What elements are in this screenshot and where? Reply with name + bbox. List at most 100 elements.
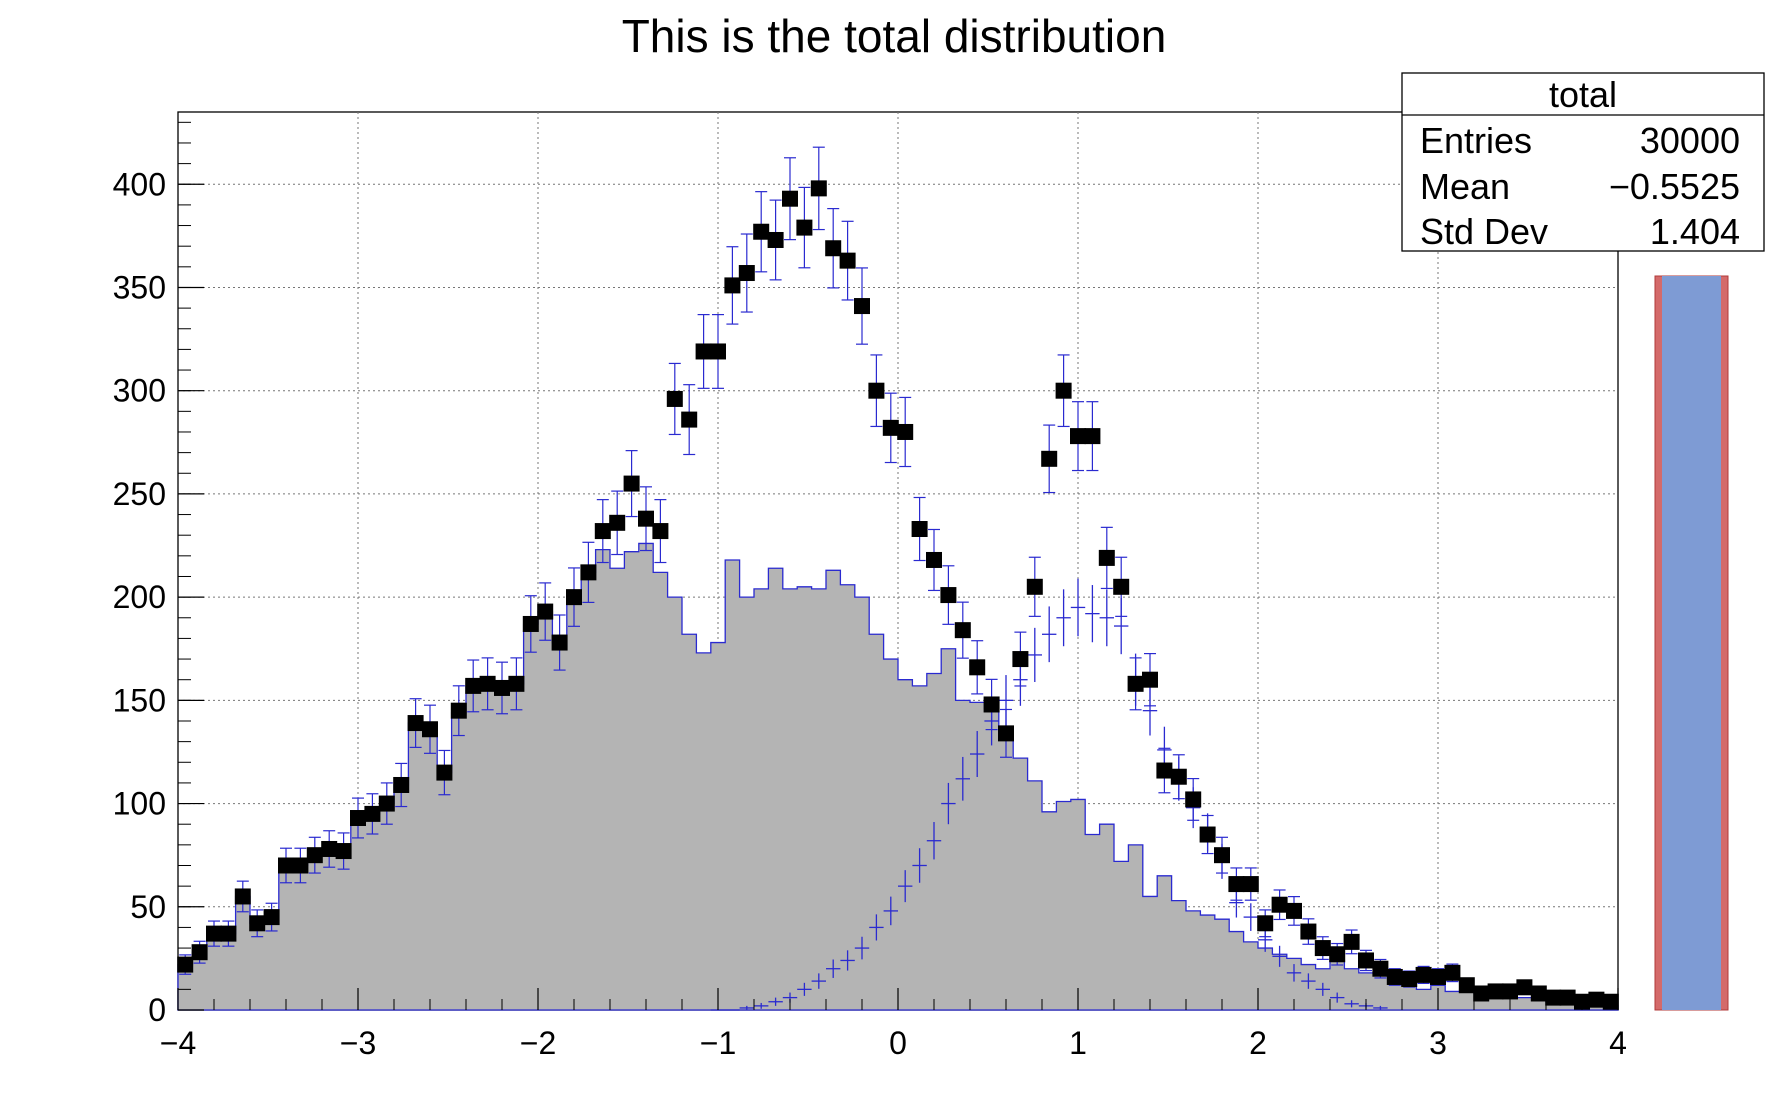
square-marker bbox=[1170, 754, 1187, 800]
x-tick-label: 0 bbox=[889, 1025, 907, 1061]
x-tick-label: 4 bbox=[1609, 1025, 1627, 1061]
square-marker bbox=[969, 640, 986, 695]
cross-marker bbox=[854, 936, 870, 960]
cross-marker bbox=[1042, 606, 1057, 663]
square-marker bbox=[1199, 814, 1216, 855]
square-marker bbox=[724, 246, 741, 325]
y-tick-label: 150 bbox=[113, 682, 166, 718]
square-marker bbox=[1156, 747, 1173, 794]
y-tick-label: 300 bbox=[113, 373, 166, 409]
square-marker bbox=[1242, 867, 1259, 901]
y-tick-label: 50 bbox=[130, 889, 166, 925]
x-tick-label: 1 bbox=[1069, 1025, 1087, 1061]
square-marker bbox=[1185, 777, 1202, 821]
square-marker bbox=[1343, 929, 1360, 955]
stats-label-entries: Entries bbox=[1420, 120, 1532, 161]
square-marker bbox=[1372, 958, 1389, 979]
square-marker bbox=[1127, 657, 1144, 711]
cross-marker bbox=[970, 731, 985, 778]
square-marker bbox=[1271, 889, 1288, 921]
cross-marker bbox=[898, 870, 913, 903]
square-marker bbox=[868, 354, 885, 428]
x-tick-label: −3 bbox=[340, 1025, 376, 1061]
cross-marker bbox=[811, 973, 826, 989]
square-marker bbox=[1113, 556, 1130, 617]
square-marker bbox=[1487, 983, 1504, 1000]
square-marker bbox=[263, 902, 280, 932]
x-tick-label: −2 bbox=[520, 1025, 556, 1061]
cross-marker bbox=[1373, 1005, 1388, 1010]
square-marker bbox=[1530, 985, 1547, 1002]
square-marker bbox=[249, 909, 266, 938]
cross-marker bbox=[1330, 992, 1345, 1003]
square-marker bbox=[393, 762, 410, 808]
square-marker bbox=[839, 220, 856, 301]
stats-label-stddev: Std Dev bbox=[1420, 211, 1548, 252]
square-marker bbox=[1415, 965, 1432, 985]
cross-marker bbox=[926, 822, 942, 860]
square-marker bbox=[1358, 949, 1374, 972]
square-marker bbox=[551, 614, 568, 671]
square-marker bbox=[1214, 836, 1230, 874]
cross-marker bbox=[768, 997, 783, 1006]
square-marker bbox=[1444, 963, 1461, 983]
y-tick-label: 0 bbox=[148, 992, 166, 1028]
square-marker bbox=[652, 499, 669, 564]
cross-marker bbox=[797, 982, 812, 996]
square-marker bbox=[1559, 989, 1576, 1006]
square-marker bbox=[1516, 979, 1533, 996]
square-marker bbox=[638, 486, 654, 552]
square-marker bbox=[623, 450, 640, 518]
y-tick-label: 250 bbox=[113, 476, 166, 512]
square-marker bbox=[537, 582, 554, 641]
stats-label-mean: Mean bbox=[1420, 166, 1510, 207]
square-marker bbox=[825, 207, 842, 289]
square-marker bbox=[983, 678, 1000, 731]
square-marker bbox=[1314, 936, 1331, 960]
square-marker bbox=[566, 567, 582, 627]
square-marker bbox=[335, 832, 352, 870]
square-marker bbox=[465, 659, 482, 713]
square-marker bbox=[710, 313, 726, 389]
square-marker bbox=[854, 267, 870, 345]
stats-value-mean: −0.5525 bbox=[1609, 166, 1740, 207]
square-marker bbox=[1228, 867, 1245, 901]
square-marker bbox=[364, 793, 381, 835]
square-marker bbox=[666, 362, 683, 436]
square-marker bbox=[350, 797, 366, 839]
square-marker bbox=[234, 880, 251, 913]
cross-marker bbox=[955, 756, 970, 801]
cross-marker bbox=[1085, 585, 1100, 643]
cross-marker bbox=[1070, 578, 1086, 637]
square-marker bbox=[911, 496, 928, 562]
square-marker bbox=[753, 191, 770, 273]
square-marker bbox=[926, 528, 942, 592]
cross-marker bbox=[1243, 903, 1258, 931]
x-tick-label: 2 bbox=[1249, 1025, 1267, 1061]
square-marker bbox=[1300, 918, 1317, 945]
square-marker bbox=[522, 595, 539, 653]
chart-title: This is the total distribution bbox=[622, 10, 1167, 62]
square-marker bbox=[695, 313, 712, 389]
cross-marker bbox=[754, 1002, 769, 1009]
x-tick-label: 3 bbox=[1429, 1025, 1447, 1061]
square-marker bbox=[321, 830, 338, 868]
square-marker bbox=[1458, 977, 1475, 994]
square-marker bbox=[378, 782, 395, 825]
cross-marker bbox=[1315, 982, 1330, 996]
square-marker bbox=[450, 685, 467, 737]
cross-marker bbox=[1286, 964, 1302, 982]
square-marker bbox=[580, 541, 597, 604]
stats-value-entries: 30000 bbox=[1640, 120, 1740, 161]
stats-box: total Entries 30000 Mean −0.5525 Std Dev… bbox=[1401, 72, 1765, 252]
square-marker bbox=[1602, 993, 1619, 1010]
axes: −4 −3 −2 −1 0 1 2 3 4 0 50 100 150 200 250 300 350 400 bbox=[113, 121, 1627, 1061]
cross-marker bbox=[1272, 945, 1287, 967]
cross-marker bbox=[1301, 973, 1316, 989]
y-tick-label: 350 bbox=[113, 269, 166, 305]
square-marker bbox=[1286, 896, 1302, 926]
x-tick-label: −4 bbox=[160, 1025, 196, 1061]
square-marker bbox=[1012, 631, 1029, 687]
square-marker-series bbox=[177, 146, 1619, 1010]
